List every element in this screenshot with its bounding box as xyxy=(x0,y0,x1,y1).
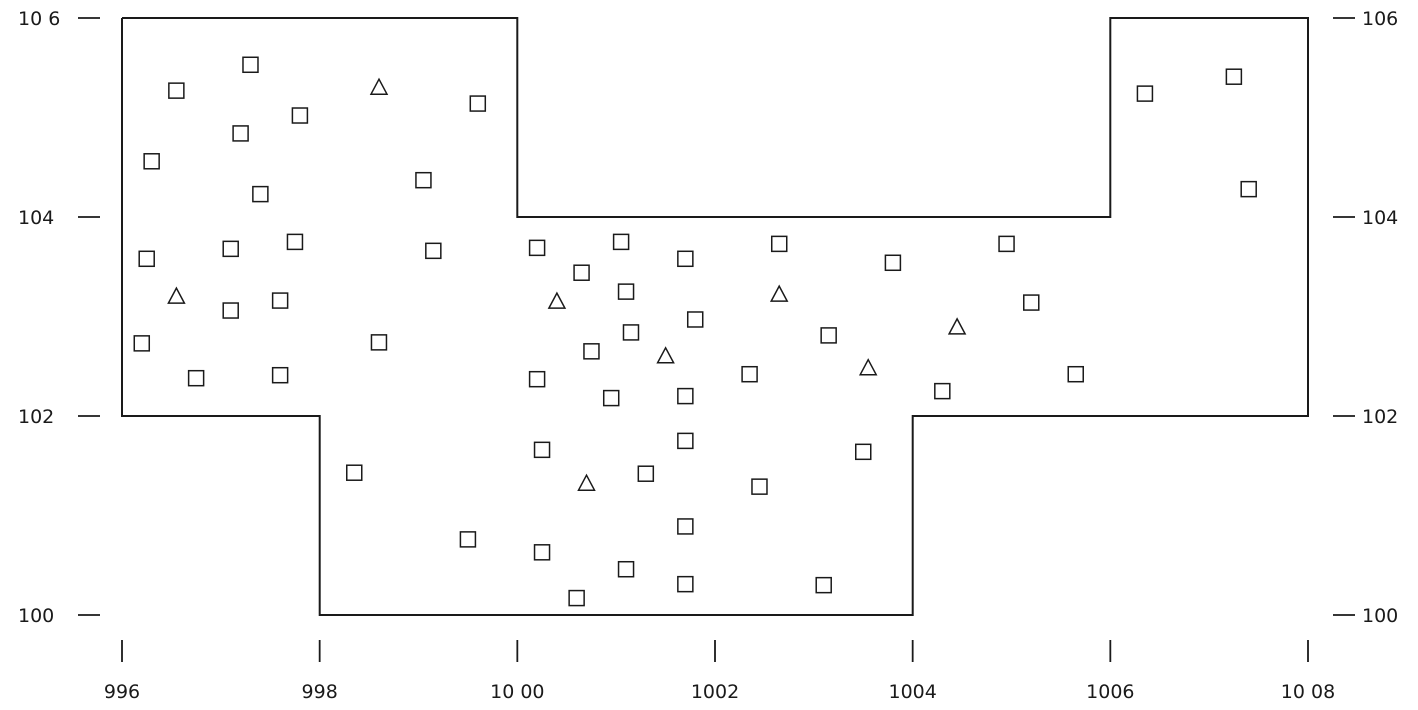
square-marker xyxy=(617,283,635,300)
x-tick-label: 10 00 xyxy=(490,681,544,703)
square-marker xyxy=(286,233,304,251)
square-marker xyxy=(232,125,249,142)
square-marker xyxy=(677,518,694,535)
square-marker xyxy=(187,369,205,387)
square-marker xyxy=(934,382,951,400)
square-marker xyxy=(346,464,363,481)
square-marker xyxy=(770,235,788,253)
square-marker xyxy=(143,153,160,170)
y-tick-label-left: 104 xyxy=(18,207,54,229)
square-marker xyxy=(568,589,585,607)
y-tick-label-right: 100 xyxy=(1362,605,1398,627)
x-tick-label: 10 08 xyxy=(1281,681,1335,703)
triangle-marker xyxy=(547,291,567,309)
y-tick-label-right: 106 xyxy=(1362,8,1398,30)
region-boundary xyxy=(121,17,1309,616)
square-marker xyxy=(617,560,635,578)
square-marker xyxy=(677,432,694,450)
square-marker xyxy=(820,327,837,344)
square-marker xyxy=(1067,365,1084,383)
square-marker xyxy=(533,544,551,561)
square-marker xyxy=(138,250,155,268)
square-marker xyxy=(612,233,630,251)
x-axis-ticks: 996 998 10 00 1002 1004 1006 10 08 xyxy=(104,640,1335,703)
x-tick-label: 1004 xyxy=(888,681,936,703)
square-marker xyxy=(1023,294,1040,311)
triangle-marker xyxy=(947,317,967,335)
square-marker xyxy=(459,531,477,548)
square-marker xyxy=(1136,85,1154,102)
square-marker xyxy=(677,575,694,593)
square-marker xyxy=(222,240,239,258)
triangle-marker xyxy=(858,358,878,376)
triangle-marker xyxy=(167,286,186,304)
y-axis-right-ticks: 100 102 104 106 xyxy=(1333,8,1398,627)
data-points xyxy=(133,56,1257,607)
square-marker xyxy=(686,311,704,328)
square-marker xyxy=(222,302,239,319)
x-tick-label: 1002 xyxy=(691,681,739,703)
y-axis-left-ticks: 100 102 104 10 6 xyxy=(18,8,100,627)
square-marker xyxy=(622,324,640,341)
x-tick-label: 998 xyxy=(302,681,338,703)
square-marker xyxy=(583,343,600,360)
square-marker xyxy=(168,82,185,99)
y-tick-label-right: 102 xyxy=(1362,406,1398,428)
square-marker xyxy=(1240,180,1257,198)
x-tick-label: 996 xyxy=(104,681,140,703)
square-marker xyxy=(751,478,768,495)
square-marker xyxy=(271,366,289,384)
y-tick-label-left: 10 6 xyxy=(18,8,60,30)
square-marker xyxy=(528,239,546,257)
square-marker xyxy=(677,387,694,405)
square-marker xyxy=(469,95,487,112)
square-marker xyxy=(252,185,269,203)
x-tick-label: 1006 xyxy=(1086,681,1134,703)
y-tick-label-left: 100 xyxy=(18,605,54,627)
square-marker xyxy=(133,335,151,352)
square-marker xyxy=(242,56,259,74)
triangle-marker xyxy=(656,346,675,364)
square-marker xyxy=(425,242,442,260)
square-marker xyxy=(415,171,432,189)
square-marker xyxy=(291,107,309,124)
y-tick-label-left: 102 xyxy=(18,406,54,428)
square-marker xyxy=(677,250,694,268)
y-tick-label-right: 104 xyxy=(1362,207,1398,229)
square-marker xyxy=(998,235,1015,253)
square-marker xyxy=(573,264,590,281)
square-marker xyxy=(602,389,620,407)
square-marker xyxy=(637,465,655,482)
triangle-marker xyxy=(577,473,596,491)
triangle-marker xyxy=(769,284,789,302)
square-marker xyxy=(884,254,902,272)
square-marker xyxy=(855,443,872,461)
square-marker xyxy=(370,334,388,351)
square-marker xyxy=(528,370,546,388)
triangle-marker xyxy=(369,77,389,95)
square-marker xyxy=(533,441,551,459)
square-marker xyxy=(1225,68,1243,85)
square-marker xyxy=(741,365,758,383)
square-marker xyxy=(815,576,832,594)
square-marker xyxy=(271,292,289,309)
